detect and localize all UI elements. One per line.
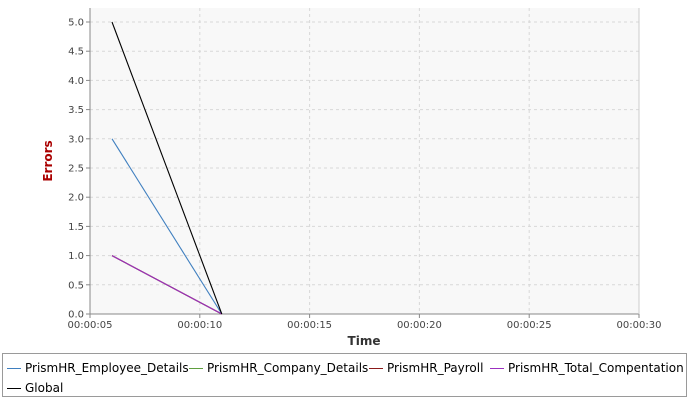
y-tick-label: 3.0 <box>68 134 84 145</box>
legend-swatch <box>189 367 203 369</box>
legend-item: PrismHR_Employee_Details <box>7 358 189 378</box>
series-lines <box>111 21 223 315</box>
legend-item: PrismHR_Payroll <box>369 358 483 378</box>
x-tick-label: 00:00:20 <box>397 320 442 331</box>
legend-swatch <box>7 387 21 389</box>
line-chart: 0.0 0.5 1.0 1.5 2.0 2.5 3.0 3.5 4.0 4.5 5.0 00:00:0… <box>41 8 662 348</box>
series-line-global <box>111 21 223 315</box>
legend-swatch <box>369 367 383 369</box>
legend-label: PrismHR_Payroll <box>387 361 484 375</box>
series-line-prismhr-employee-details <box>111 138 223 315</box>
axes <box>86 8 640 318</box>
legend-item: PrismHR_Company_Details <box>189 358 368 378</box>
y-tick-label: 3.5 <box>68 105 84 116</box>
tick-labels: 0.0 0.5 1.0 1.5 2.0 2.5 3.0 3.5 4.0 4.5 5.0 00:00:0… <box>68 18 662 332</box>
legend-label: PrismHR_Company_Details <box>207 361 369 375</box>
x-axis-title: Time <box>348 334 381 348</box>
x-tick-label: 00:00:30 <box>617 320 662 331</box>
x-tick-label: 00:00:15 <box>287 320 332 331</box>
y-tick-label: 5.0 <box>68 18 84 29</box>
legend-label: PrismHR_Total_Compentation <box>508 361 684 375</box>
legend: PrismHR_Employee_Details PrismHR_Company_… <box>2 353 687 397</box>
y-tick-label: 4.0 <box>68 76 84 87</box>
y-tick-label: 0.0 <box>68 310 84 321</box>
y-tick-label: 0.5 <box>68 280 84 291</box>
y-tick-label: 1.5 <box>68 222 84 233</box>
series-line-prismhr-total-compentation <box>111 255 223 315</box>
y-tick-label: 2.5 <box>68 164 84 175</box>
legend-swatch <box>490 367 504 369</box>
legend-label: PrismHR_Employee_Details <box>25 361 189 375</box>
x-tick-label: 00:00:25 <box>507 320 552 331</box>
x-tick-label: 00:00:05 <box>68 320 113 331</box>
legend-item: Global <box>7 378 63 398</box>
x-tick-label: 00:00:10 <box>177 320 222 331</box>
plot-area <box>90 8 639 314</box>
legend-item: PrismHR_Total_Compentation <box>490 358 684 378</box>
y-axis-title: Errors <box>41 140 55 181</box>
legend-label: Global <box>25 381 64 395</box>
legend-swatch <box>7 367 21 369</box>
y-tick-label: 2.0 <box>68 193 84 204</box>
y-tick-label: 4.5 <box>68 47 84 58</box>
y-tick-label: 1.0 <box>68 251 84 262</box>
